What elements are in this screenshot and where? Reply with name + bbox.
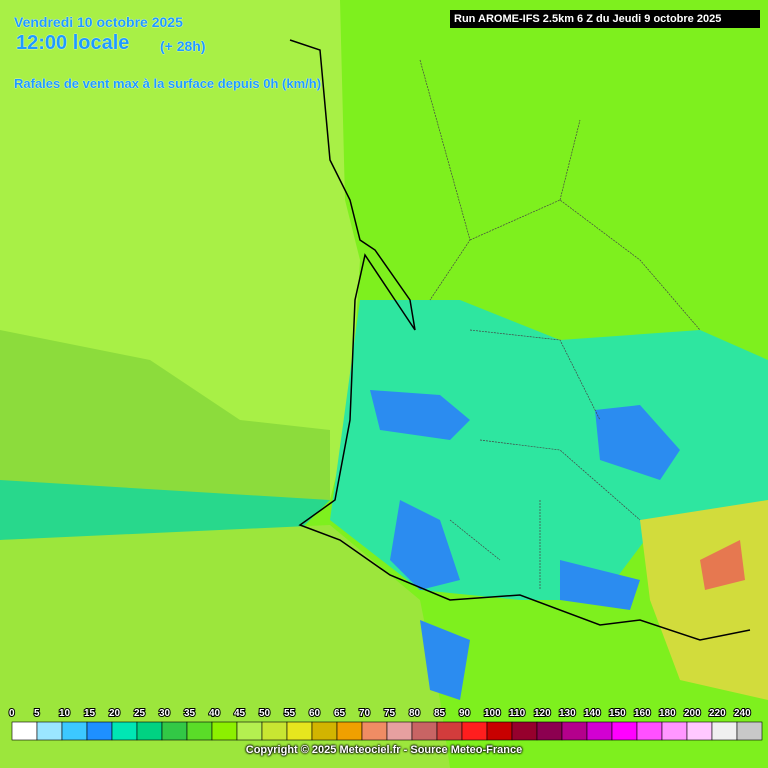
legend-label: 90 bbox=[459, 708, 471, 719]
legend-swatch bbox=[286, 721, 313, 741]
legend-swatch bbox=[161, 721, 188, 741]
legend-swatch bbox=[261, 721, 288, 741]
legend-swatch bbox=[236, 721, 263, 741]
legend-swatch bbox=[336, 721, 363, 741]
ocean-field-dark bbox=[0, 330, 330, 500]
legend-label: 40 bbox=[209, 708, 221, 719]
legend-label: 15 bbox=[84, 708, 96, 719]
legend-swatch bbox=[536, 721, 563, 741]
admin-borders bbox=[419, 59, 701, 590]
legend-swatch bbox=[611, 721, 638, 741]
legend-label: 65 bbox=[334, 708, 346, 719]
legend-swatch bbox=[461, 721, 488, 741]
blue-patch bbox=[595, 405, 680, 480]
legend-swatch bbox=[61, 721, 88, 741]
legend-swatch bbox=[561, 721, 588, 741]
legend-label: 130 bbox=[559, 708, 576, 719]
legend-label: 110 bbox=[509, 708, 526, 719]
coast-band bbox=[0, 480, 330, 540]
coastline-border bbox=[289, 39, 751, 641]
legend-label: 180 bbox=[659, 708, 676, 719]
legend-label: 200 bbox=[684, 708, 701, 719]
blue-patch bbox=[560, 560, 640, 610]
legend-swatch bbox=[36, 721, 63, 741]
legend-swatch bbox=[511, 721, 538, 741]
legend-label: 150 bbox=[609, 708, 626, 719]
legend-swatch bbox=[436, 721, 463, 741]
mountains-field bbox=[0, 525, 450, 768]
lead-time: (+ 28h) bbox=[160, 38, 206, 54]
legend-swatch bbox=[686, 721, 713, 741]
date: Vendredi 10 octobre 2025 bbox=[14, 14, 183, 30]
legend-label: 0 bbox=[9, 708, 15, 719]
legend-label: 5 bbox=[34, 708, 40, 719]
legend-label: 120 bbox=[534, 708, 551, 719]
time: 12:00 locale bbox=[16, 32, 130, 54]
legend-label: 45 bbox=[234, 708, 246, 719]
legend-label: 140 bbox=[584, 708, 601, 719]
legend-label: 75 bbox=[384, 708, 396, 719]
legend-label: 50 bbox=[259, 708, 271, 719]
legend-swatch bbox=[361, 721, 388, 741]
legend-swatch bbox=[311, 721, 338, 741]
legend-label: 20 bbox=[109, 708, 121, 719]
legend-label: 80 bbox=[409, 708, 421, 719]
legend-label: 35 bbox=[184, 708, 196, 719]
legend-swatch bbox=[411, 721, 438, 741]
legend-swatch bbox=[711, 721, 738, 741]
gust-hotspot bbox=[700, 540, 745, 590]
legend-label: 160 bbox=[634, 708, 651, 719]
legend-swatch bbox=[11, 721, 38, 741]
legend-swatch bbox=[211, 721, 238, 741]
legend-swatch bbox=[486, 721, 513, 741]
legend-swatch bbox=[86, 721, 113, 741]
blue-patch bbox=[370, 390, 470, 440]
legend-swatch bbox=[661, 721, 688, 741]
legend-label: 240 bbox=[734, 708, 751, 719]
legend-label: 70 bbox=[359, 708, 371, 719]
legend-label: 220 bbox=[709, 708, 726, 719]
blue-patch bbox=[420, 620, 470, 700]
legend-swatch bbox=[586, 721, 613, 741]
parameter: Rafales de vent max à la surface depuis … bbox=[14, 76, 322, 91]
legend-swatch bbox=[386, 721, 413, 741]
legend: 0 5 10 15 20 25 30 35 40 45 50 55 60 65 70 75 80 85 90 100 1… bbox=[8, 707, 763, 741]
legend-label: 10 bbox=[59, 708, 71, 719]
blue-patch bbox=[390, 500, 460, 590]
legend-label: 60 bbox=[309, 708, 321, 719]
legend-label: 30 bbox=[159, 708, 171, 719]
copyright: Copyright © 2025 Meteociel.fr - Source M… bbox=[245, 744, 523, 756]
run-info: Run AROME-IFS 2.5km 6 Z du Jeudi 9 octob… bbox=[450, 10, 760, 28]
legend-swatch bbox=[186, 721, 213, 741]
legend-swatch bbox=[736, 721, 763, 741]
legend-swatch bbox=[111, 721, 138, 741]
legend-label: 100 bbox=[484, 708, 501, 719]
legend-label: 85 bbox=[434, 708, 446, 719]
legend-label: 55 bbox=[284, 708, 296, 719]
legend-swatch bbox=[136, 721, 163, 741]
legend-swatch bbox=[636, 721, 663, 741]
legend-label: 25 bbox=[134, 708, 146, 719]
